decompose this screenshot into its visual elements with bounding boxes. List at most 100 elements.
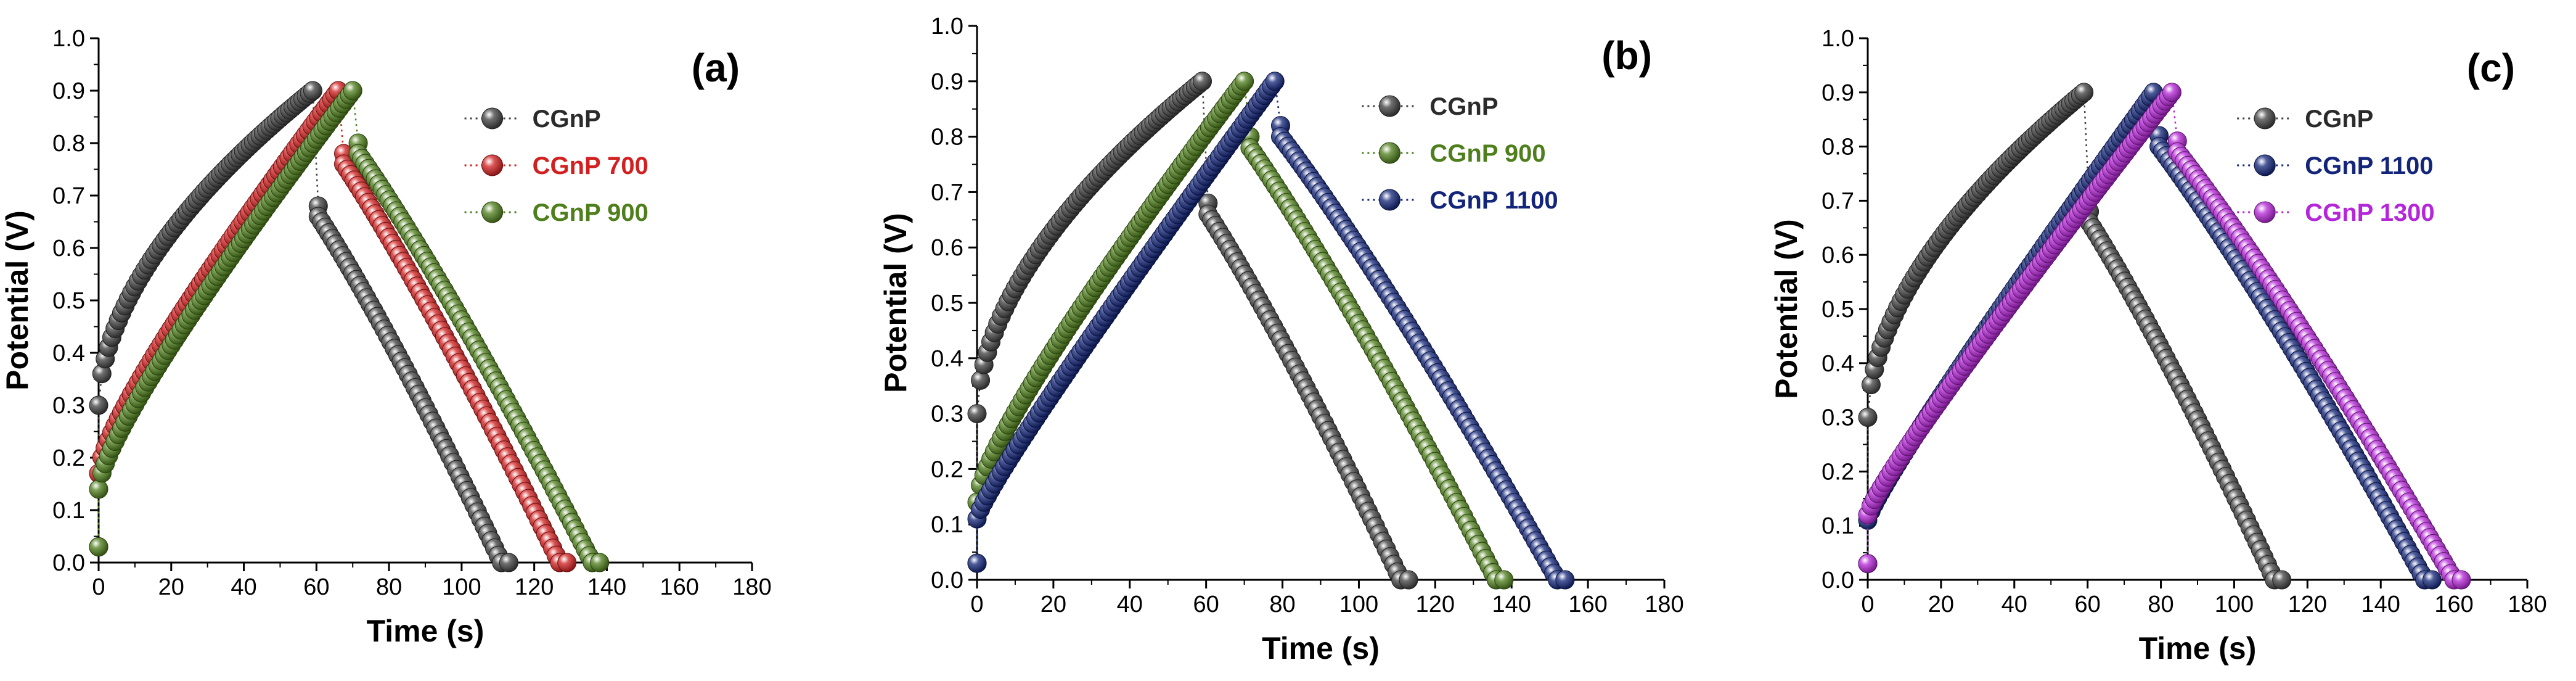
data-point (1265, 72, 1285, 91)
x-tick-label: 140 (587, 574, 626, 600)
y-tick-label: 0.4 (52, 340, 85, 366)
y-tick-label: 0.2 (52, 445, 85, 471)
y-axis-title: Potential (V) (878, 213, 913, 393)
legend-label: CGnP (1429, 93, 1498, 120)
y-tick-label: 0.2 (931, 456, 963, 482)
legend-label: CGnP (533, 105, 601, 133)
series-cgnp-700 (89, 81, 577, 572)
x-tick-label: 60 (303, 574, 329, 600)
legend-marker (1378, 189, 1400, 211)
data-point (2272, 570, 2292, 590)
x-tick-label: 180 (2508, 592, 2546, 617)
x-tick-label: 120 (1416, 592, 1455, 617)
data-point (590, 553, 610, 572)
y-tick-label: 0.5 (931, 291, 963, 316)
data-point (1555, 570, 1575, 590)
data-point (2422, 570, 2442, 590)
x-tick-label: 20 (1041, 592, 1066, 617)
data-point (343, 81, 362, 101)
data-point (1235, 72, 1254, 91)
legend-marker (2254, 107, 2276, 130)
y-tick-label: 0.2 (1822, 459, 1854, 485)
y-tick-label: 1.0 (52, 26, 85, 52)
panel-label: (c) (2467, 46, 2515, 90)
legend-marker (1378, 95, 1400, 117)
x-tick-label: 180 (732, 574, 771, 600)
y-tick-label: 0.4 (1822, 351, 1854, 377)
data-point (2074, 83, 2094, 102)
y-tick-label: 0.5 (52, 288, 85, 314)
legend-label: CGnP 1100 (1429, 187, 1558, 214)
x-tick-label: 0 (1861, 592, 1874, 617)
y-tick-label: 0.3 (1822, 405, 1854, 431)
data-point (2451, 570, 2471, 590)
y-tick-label: 0.7 (52, 183, 85, 209)
y-tick-label: 0.7 (1822, 188, 1854, 214)
data-point (967, 404, 987, 424)
y-tick-label: 0.6 (1822, 242, 1854, 268)
y-tick-label: 0.7 (931, 180, 963, 205)
x-tick-label: 60 (2075, 592, 2101, 617)
y-tick-label: 0.1 (931, 512, 963, 538)
x-tick-label: 100 (1339, 592, 1378, 617)
data-point (1858, 554, 1878, 574)
x-tick-label: 100 (2215, 592, 2254, 617)
x-tick-label: 80 (2148, 592, 2173, 617)
x-tick-label: 20 (158, 574, 184, 600)
legend-marker (2254, 154, 2276, 176)
data-point (89, 479, 108, 499)
legend: CGnP CGnP 700 CGnP 900 (464, 105, 648, 226)
y-tick-label: 0.6 (52, 236, 85, 262)
data-point (1858, 408, 1878, 427)
legend-label: CGnP 900 (533, 199, 648, 226)
y-tick-label: 0.3 (931, 402, 963, 427)
x-tick-label: 100 (442, 574, 481, 600)
y-axis-title: Potential (V) (0, 210, 35, 390)
series-cgnp-1100 (967, 72, 1575, 590)
legend: CGnP CGnP 900 CGnP 1100 (1362, 93, 1558, 214)
y-tick-label: 0.4 (931, 346, 963, 372)
legend-label: CGnP (2305, 105, 2373, 133)
legend-marker (2254, 201, 2276, 223)
x-tick-label: 60 (1193, 592, 1219, 617)
series-cgnp (89, 81, 518, 572)
data-point (303, 81, 322, 101)
y-tick-label: 0.3 (52, 393, 85, 419)
x-tick-label: 40 (1117, 592, 1143, 617)
legend: CGnP CGnP 1100 CGnP 1300 (2237, 105, 2435, 226)
y-tick-label: 1.0 (1822, 26, 1854, 52)
x-axis-title: Time (s) (1262, 631, 1380, 666)
y-tick-label: 1.0 (931, 14, 963, 39)
data-point (499, 553, 518, 572)
data-point (967, 553, 987, 573)
data-point (1193, 72, 1212, 91)
y-tick-label: 0.8 (52, 131, 85, 157)
y-tick-label: 0.0 (1822, 568, 1854, 593)
panel-3: 0 20 40 60 80 100 120 140 160 180 0.0 0.1 0.2 0.3 0.4 0… (1769, 26, 2547, 666)
y-tick-label: 0.8 (1822, 134, 1854, 160)
x-tick-label: 140 (2361, 592, 2400, 617)
y-tick-label: 0.8 (931, 125, 963, 151)
x-tick-label: 20 (1928, 592, 1954, 617)
y-tick-label: 0.9 (52, 78, 85, 104)
x-tick-label: 0 (92, 574, 105, 600)
data-point (89, 537, 108, 556)
x-tick-label: 40 (2002, 592, 2027, 617)
series-cgnp-900 (89, 81, 610, 572)
series-cgnp (1858, 83, 2292, 590)
x-tick-label: 40 (231, 574, 256, 600)
x-axis-title: Time (s) (367, 614, 485, 648)
x-axis-title: Time (s) (2139, 631, 2257, 666)
legend-label: CGnP 1100 (2305, 152, 2433, 180)
y-tick-label: 0.9 (931, 69, 963, 95)
y-tick-label: 0.0 (931, 568, 963, 593)
legend-label: CGnP 900 (1429, 140, 1545, 167)
legend-marker (481, 107, 504, 130)
legend-label: CGnP 700 (533, 152, 648, 180)
data-point (2162, 83, 2181, 102)
data-point (1399, 570, 1418, 590)
x-tick-label: 80 (376, 574, 402, 600)
x-tick-label: 0 (970, 592, 983, 617)
x-tick-label: 80 (1269, 592, 1295, 617)
